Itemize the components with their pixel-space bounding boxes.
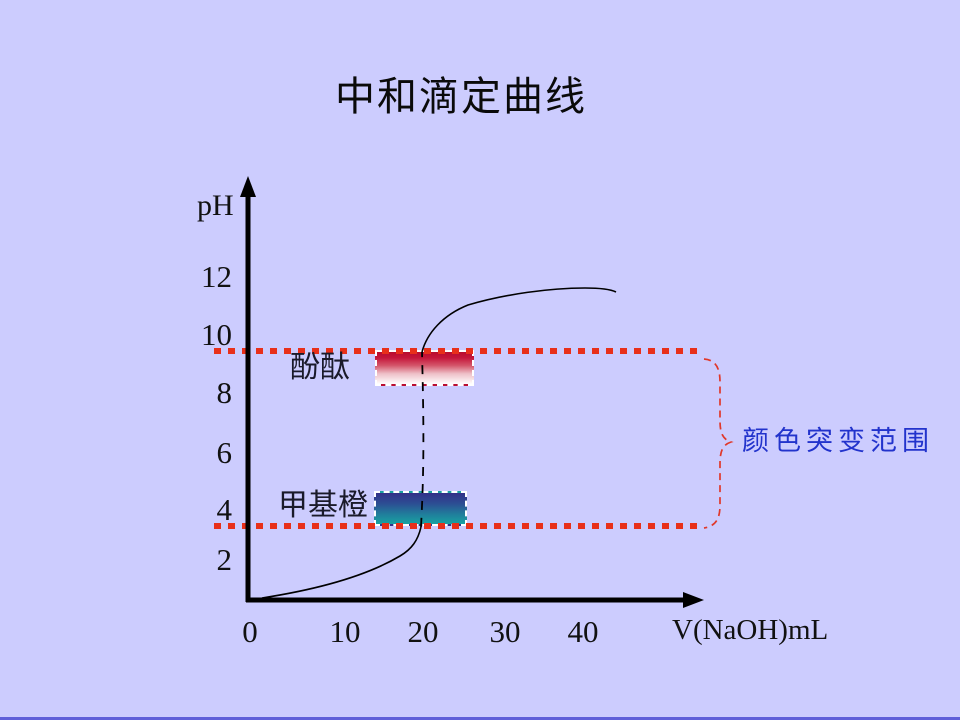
y-axis-label: pH	[197, 189, 234, 222]
page-title: 中和滴定曲线	[335, 74, 587, 119]
titration-curve-lower	[261, 526, 422, 599]
x-axis-arrow-icon	[683, 592, 704, 608]
lower-ph-dotted-line	[214, 523, 702, 529]
phenolphthalein-color-band	[375, 350, 474, 386]
x-tick-10: 10	[329, 614, 361, 649]
slide-footer-line	[0, 717, 960, 720]
y-tick-10: 10	[201, 317, 232, 352]
y-tick-8: 8	[216, 375, 233, 410]
methyl-orange-label: 甲基橙	[278, 489, 368, 522]
y-tick-4: 4	[216, 492, 233, 527]
range-brace	[703, 358, 734, 529]
x-tick-20: 20	[407, 614, 439, 649]
x-tick-0: 0	[242, 614, 258, 649]
x-axis-label: V(NaOH)mL	[672, 614, 829, 646]
x-tick-30: 30	[489, 614, 521, 649]
y-axis-arrow-icon	[240, 176, 256, 197]
y-tick-12: 12	[201, 259, 232, 294]
y-tick-2: 2	[216, 542, 233, 577]
methyl-orange-color-band	[374, 491, 467, 526]
phenolphthalein-label: 酚酞	[290, 351, 350, 384]
y-tick-6: 6	[216, 435, 233, 470]
color-change-range-label: 颜色突变范围	[742, 426, 934, 456]
titration-curve-upper	[421, 287, 617, 353]
x-tick-40: 40	[567, 614, 599, 649]
upper-ph-dotted-line	[214, 348, 702, 354]
